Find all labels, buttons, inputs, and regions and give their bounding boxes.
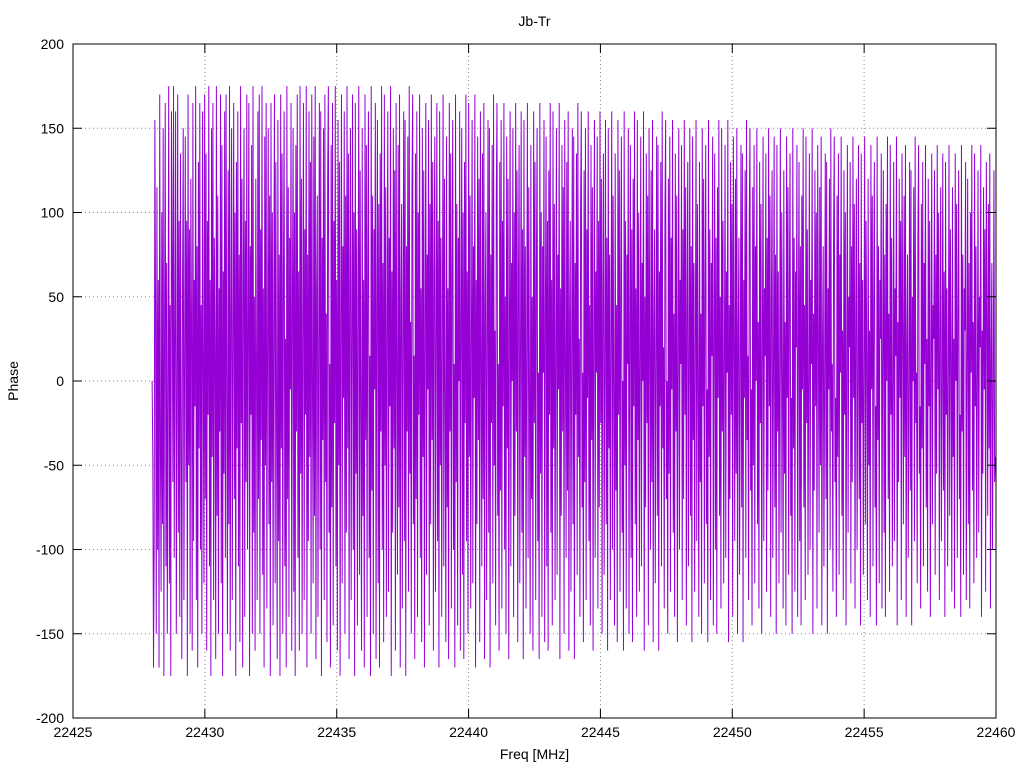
series-layer xyxy=(151,86,997,676)
y-tick-label: 100 xyxy=(41,205,65,221)
axis-ticks: 22425 22430 22435 22440 22445 22450 22455 22460… xyxy=(36,36,1016,740)
x-tick-label: 22450 xyxy=(713,724,752,740)
x-tick-label: 22445 xyxy=(581,724,620,740)
y-tick-label: -200 xyxy=(36,710,64,726)
x-axis-label: Freq [MHz] xyxy=(500,746,569,762)
y-tick-label: -100 xyxy=(36,542,64,558)
y-tick-label: -50 xyxy=(44,457,64,473)
y-tick-label: 200 xyxy=(41,36,65,52)
x-tick-label: 22440 xyxy=(449,724,488,740)
x-tick-label: 22460 xyxy=(977,724,1016,740)
x-tick-label: 22455 xyxy=(845,724,884,740)
y-tick-label: 0 xyxy=(56,373,64,389)
phase-series-line xyxy=(151,86,997,676)
x-tick-label: 22430 xyxy=(185,724,224,740)
y-axis-label: Phase xyxy=(5,361,21,401)
x-tick-label: 22435 xyxy=(317,724,356,740)
x-tick-label: 22425 xyxy=(54,724,93,740)
chart-title: Jb-Tr xyxy=(518,13,550,29)
y-tick-label: 150 xyxy=(41,120,65,136)
y-tick-label: -150 xyxy=(36,626,64,642)
y-tick-label: 50 xyxy=(48,289,64,305)
